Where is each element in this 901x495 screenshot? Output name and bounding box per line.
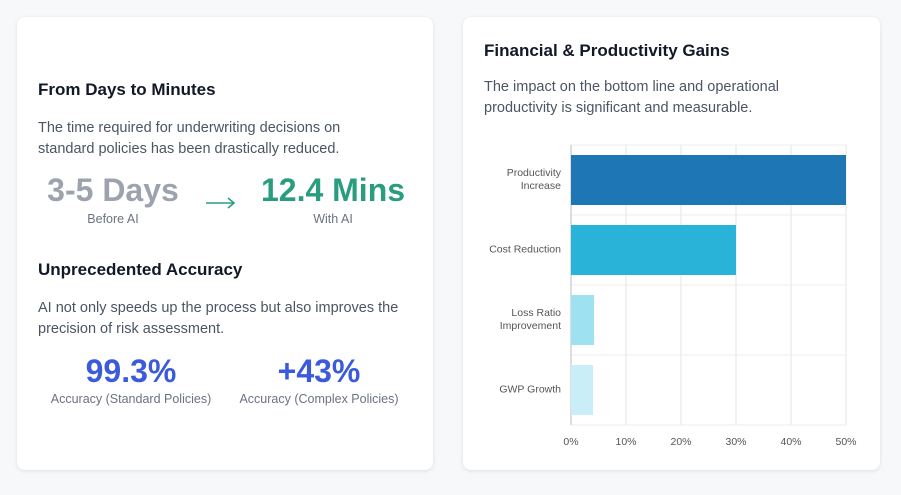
y-tick-label: GWP Growth [499,383,561,396]
y-tick-label: Loss Ratio Improvement [499,307,561,332]
stat-value: +43% [277,353,361,389]
chart: 0% 10% 20% 30% 40% 50% [563,144,857,448]
chart-title: Financial & Productivity Gains [484,41,730,60]
bar [571,365,593,415]
before-label: Before AI [87,212,139,226]
bar [571,225,736,275]
x-tick-label: 20% [670,436,691,448]
after-value: 12.4 Mins [260,172,406,208]
x-tick-label: 50% [835,436,856,448]
arrow-icon [206,197,236,209]
y-tick-label: Productivity Increase [506,167,561,192]
x-tick-label: 40% [780,436,801,448]
speed-card: From Days to Minutes The time required f… [17,17,433,470]
stat-label: Accuracy (Complex Policies) [239,392,399,406]
after-label: With AI [313,212,353,226]
section-title: From Days to Minutes [38,80,216,99]
stat-value: 99.3% [85,353,177,389]
gains-card: Financial & Productivity Gains The impac… [463,17,880,470]
bar [571,155,846,205]
section-text: The time required for underwriting decis… [38,120,341,157]
x-tick-label: 10% [615,436,636,448]
stat-label: Accuracy (Standard Policies) [50,392,212,406]
chart-subtitle: The impact on the bottom line and operat… [484,79,780,116]
x-tick-label: 30% [725,436,746,448]
x-tick-label: 0% [563,436,578,448]
bar [571,295,595,345]
section-text: AI not only speeds up the process but al… [38,300,399,337]
y-tick-label: Cost Reduction [489,243,561,256]
section-title: Unprecedented Accuracy [38,260,243,279]
before-value: 3-5 Days [47,172,179,208]
